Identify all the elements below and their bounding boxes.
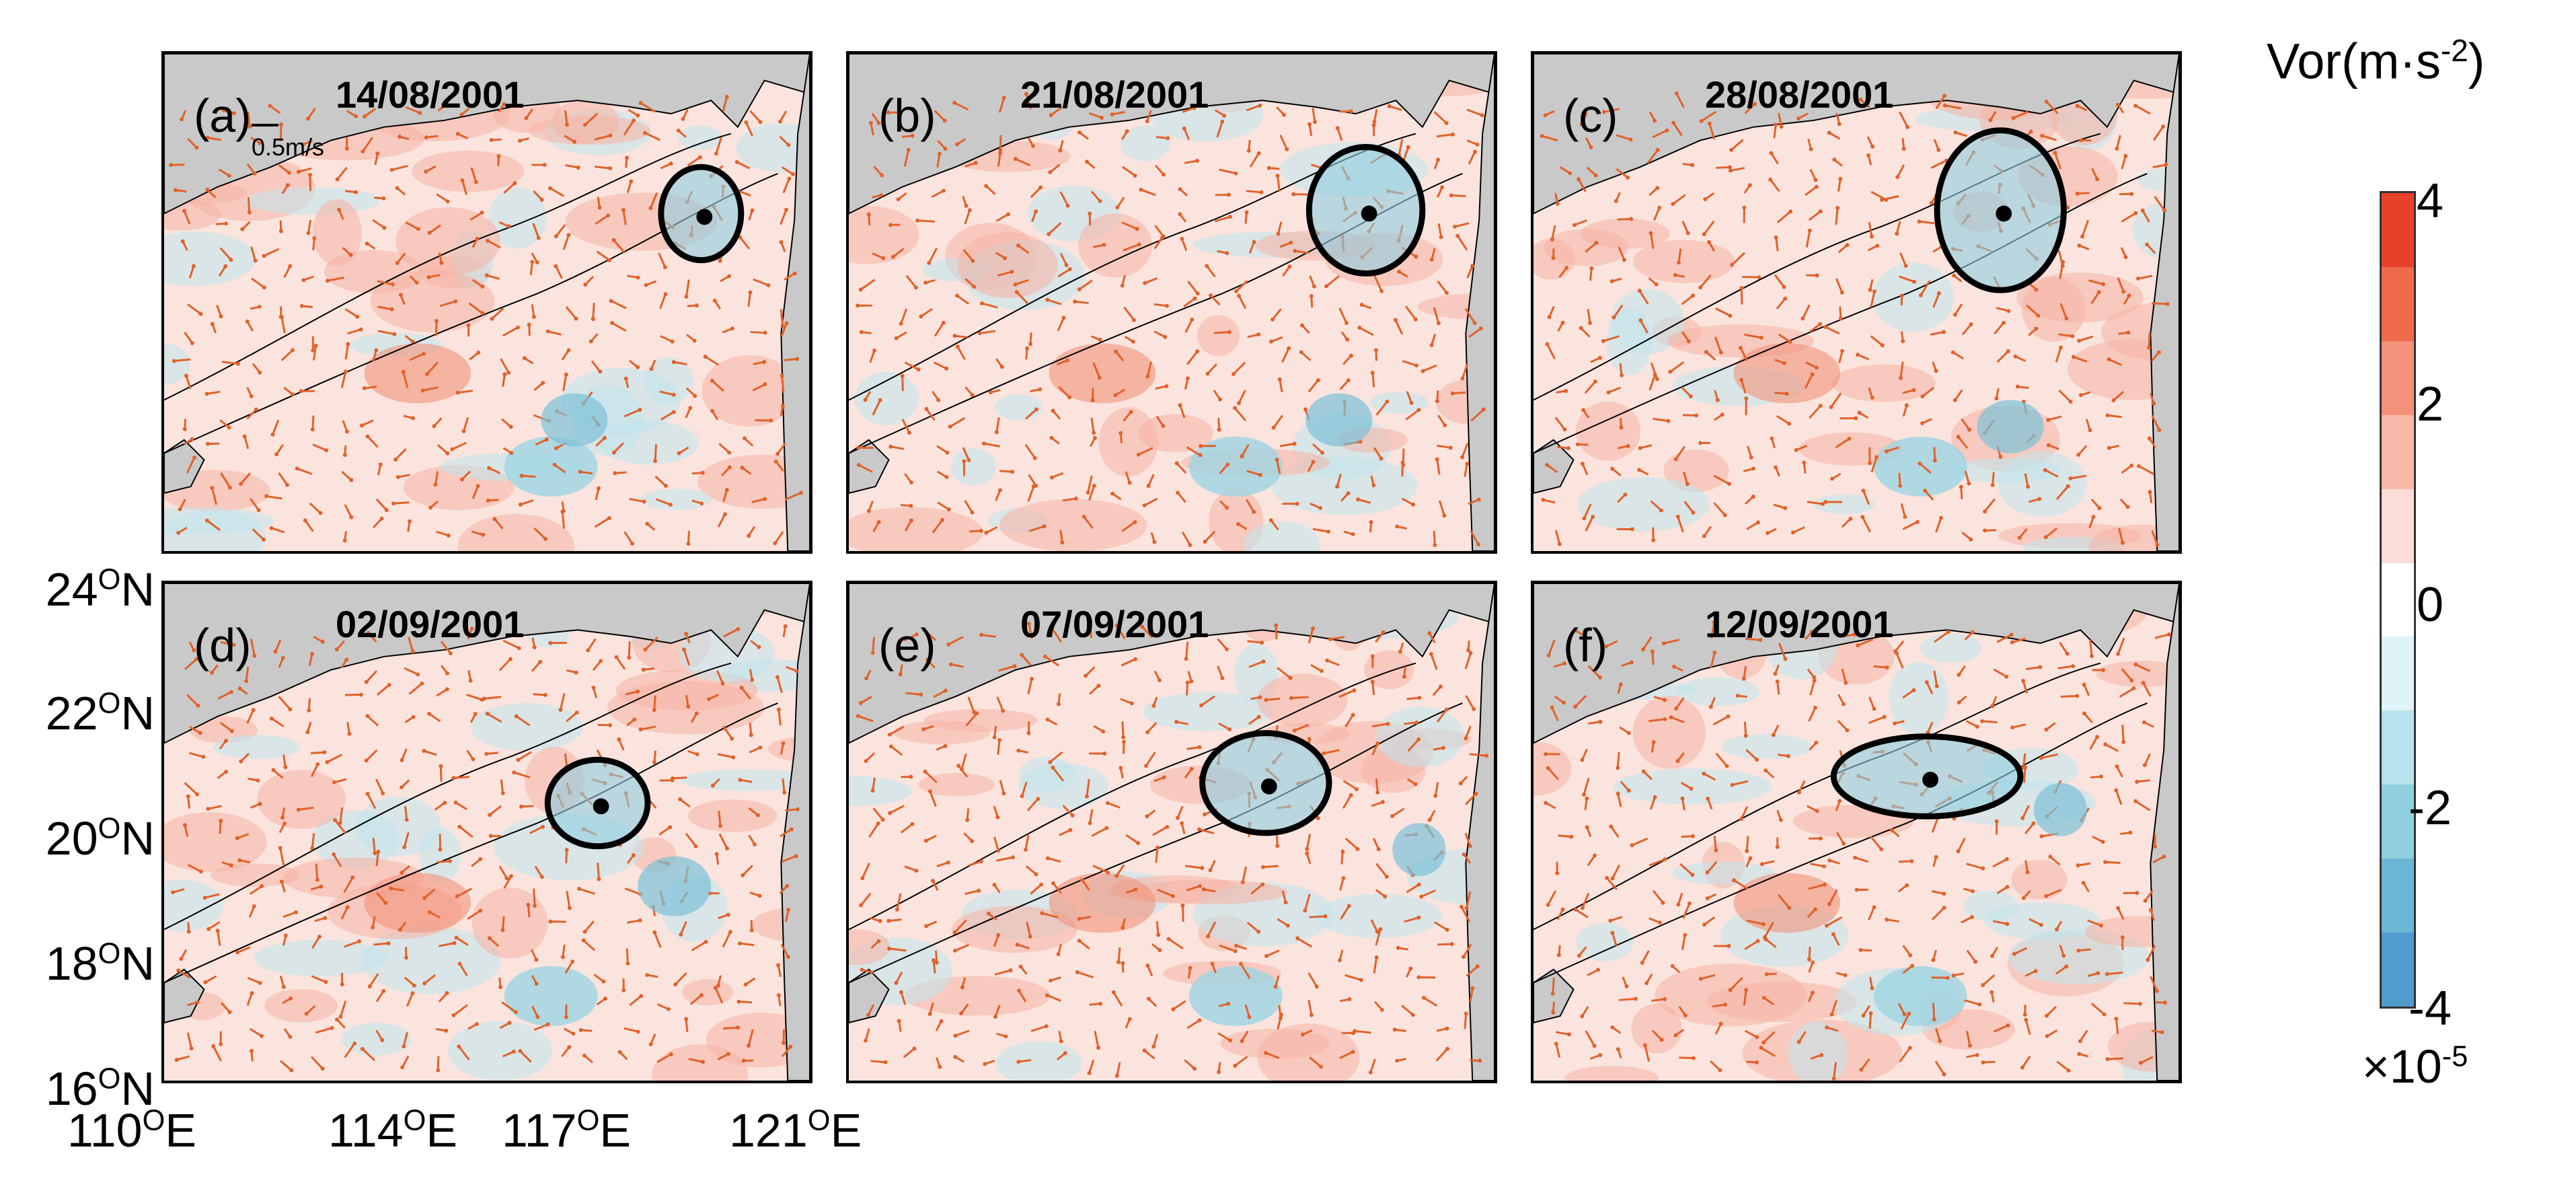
colorbar-tick-4: 4 (2416, 174, 2444, 228)
vorticity-field-b (849, 54, 1494, 551)
panel-date: 28/08/2001 (1705, 73, 1894, 116)
colorbar-segment (2382, 711, 2414, 785)
scale-arrow-icon (252, 124, 278, 126)
panel-c: (c) 28/08/2001 (1531, 51, 2182, 554)
velocity-scale-label: 0.5m/s (252, 133, 325, 161)
vorticity-field-d (164, 583, 810, 1081)
vorticity-field-a (164, 54, 810, 551)
panel-d: (d) 02/09/2001 (161, 581, 812, 1083)
x-tick-121E: 121OE (729, 1104, 862, 1157)
colorbar-segment (2382, 933, 2414, 1007)
colorbar-segment (2382, 414, 2414, 489)
colorbar-tick-neg2: -2 (2408, 781, 2452, 835)
vorticity-field-c (1533, 54, 2179, 551)
vorticity-field-f (1533, 583, 2179, 1081)
colorbar-tick-neg4: -4 (2408, 982, 2452, 1036)
colorbar-segment (2382, 340, 2414, 415)
y-tick-22N: 22ON (45, 687, 155, 739)
colorbar-segment (2382, 193, 2414, 267)
y-tick-20N: 20ON (45, 812, 155, 865)
colorbar-segment (2382, 266, 2414, 341)
colorbar-title: Vor(m·s-2) (2267, 33, 2485, 89)
colorbar-segment (2382, 785, 2414, 859)
x-tick-117E: 117OE (502, 1104, 632, 1157)
panel-b: (b) 21/08/2001 (846, 51, 1497, 554)
panel-label: (e) (878, 619, 936, 671)
colorbar-segment (2382, 562, 2414, 637)
panel-e: (e) 07/09/2001 (846, 581, 1497, 1083)
panel-date: 12/09/2001 (1705, 603, 1894, 645)
panel-label: (b) (878, 89, 936, 142)
panel-date: 14/08/2001 (336, 73, 525, 116)
panel-date: 07/09/2001 (1020, 603, 1209, 645)
x-tick-110E: 110OE (67, 1104, 197, 1157)
y-tick-16N: 16ON (45, 1062, 155, 1115)
colorbar-tick-0: 0 (2416, 578, 2444, 632)
x-tick-114E: 114OE (328, 1104, 458, 1157)
panel-a: (a) 14/08/2001 0.5m/s (161, 51, 812, 554)
y-tick-24N: 24ON (45, 563, 155, 616)
colorbar (2380, 191, 2416, 1009)
panel-date: 21/08/2001 (1020, 73, 1209, 116)
vorticity-field-e (849, 583, 1494, 1081)
colorbar-multiplier: ×10-5 (2362, 1040, 2468, 1093)
y-tick-18N: 18ON (45, 937, 155, 990)
panel-label: (d) (194, 619, 252, 671)
colorbar-segment (2382, 859, 2414, 933)
panel-label: (a) (194, 89, 252, 142)
panel-f: (f) 12/09/2001 (1531, 581, 2182, 1083)
panel-date: 02/09/2001 (336, 603, 525, 645)
colorbar-segment (2382, 637, 2414, 711)
panel-label: (f) (1563, 619, 1608, 671)
colorbar-tick-2: 2 (2416, 377, 2444, 431)
panel-label: (c) (1563, 89, 1618, 142)
colorbar-segment (2382, 488, 2414, 563)
